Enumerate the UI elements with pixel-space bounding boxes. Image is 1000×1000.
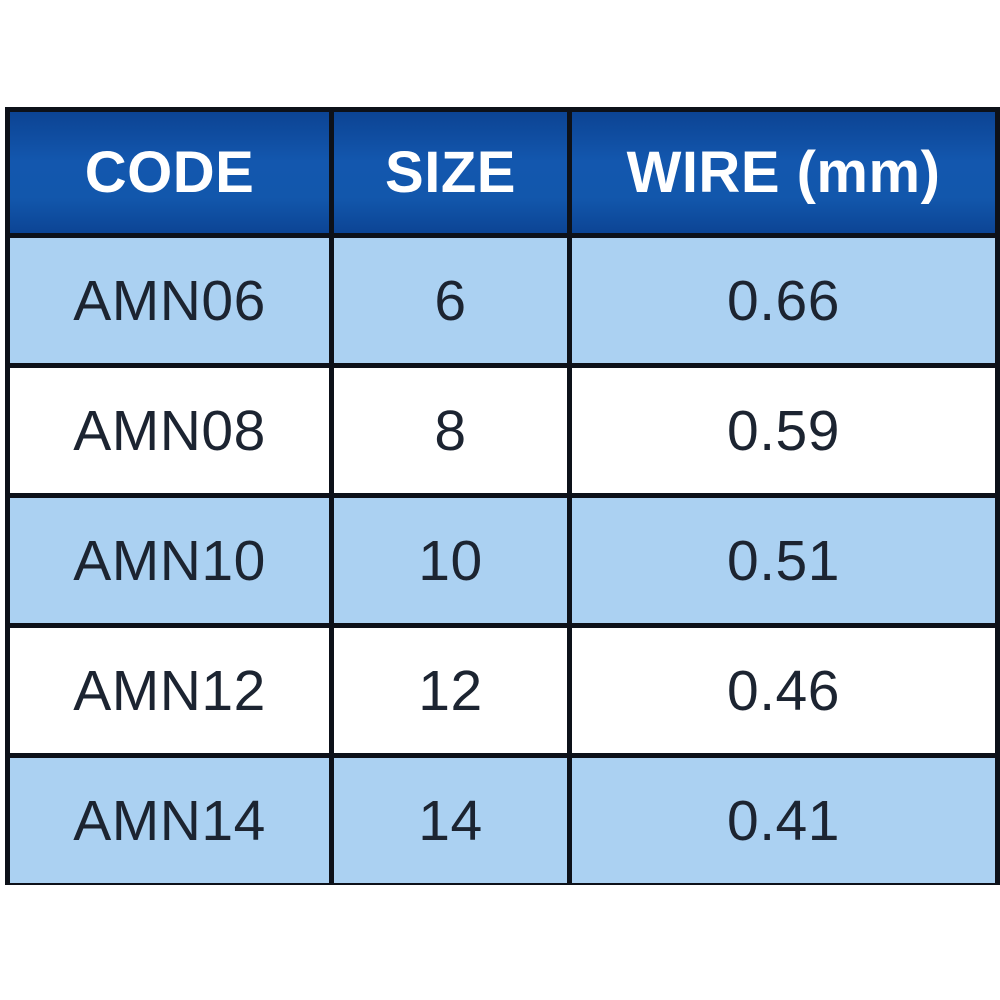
cell-wire: 0.41 bbox=[567, 753, 1000, 885]
cell-size: 6 bbox=[329, 233, 572, 368]
table-row: AMN14 14 0.41 bbox=[5, 753, 1000, 885]
column-header-wire: WIRE (mm) bbox=[567, 107, 1000, 238]
cell-code: AMN10 bbox=[5, 493, 334, 628]
cell-size: 12 bbox=[329, 623, 572, 758]
cell-wire: 0.59 bbox=[567, 363, 1000, 498]
table-row: AMN06 6 0.66 bbox=[5, 233, 1000, 368]
cell-code: AMN14 bbox=[5, 753, 334, 885]
cell-size: 10 bbox=[329, 493, 572, 628]
cell-code: AMN12 bbox=[5, 623, 334, 758]
table-body: AMN06 6 0.66 AMN08 8 0.59 AMN10 10 0.51 … bbox=[5, 233, 1000, 885]
table-row: AMN10 10 0.51 bbox=[5, 493, 1000, 628]
column-header-code: CODE bbox=[5, 107, 334, 238]
table-row: AMN08 8 0.59 bbox=[5, 363, 1000, 498]
cell-wire: 0.46 bbox=[567, 623, 1000, 758]
header-row: CODE SIZE WIRE (mm) bbox=[5, 107, 1000, 238]
cell-wire: 0.51 bbox=[567, 493, 1000, 628]
table-row: AMN12 12 0.46 bbox=[5, 623, 1000, 758]
cell-code: AMN06 bbox=[5, 233, 334, 368]
product-spec-table: CODE SIZE WIRE (mm) AMN06 6 0.66 AMN08 8… bbox=[5, 107, 1000, 885]
column-header-size: SIZE bbox=[329, 107, 572, 238]
cell-wire: 0.66 bbox=[567, 233, 1000, 368]
cell-size: 14 bbox=[329, 753, 572, 885]
cell-size: 8 bbox=[329, 363, 572, 498]
table-header: CODE SIZE WIRE (mm) bbox=[5, 107, 1000, 238]
cell-code: AMN08 bbox=[5, 363, 334, 498]
